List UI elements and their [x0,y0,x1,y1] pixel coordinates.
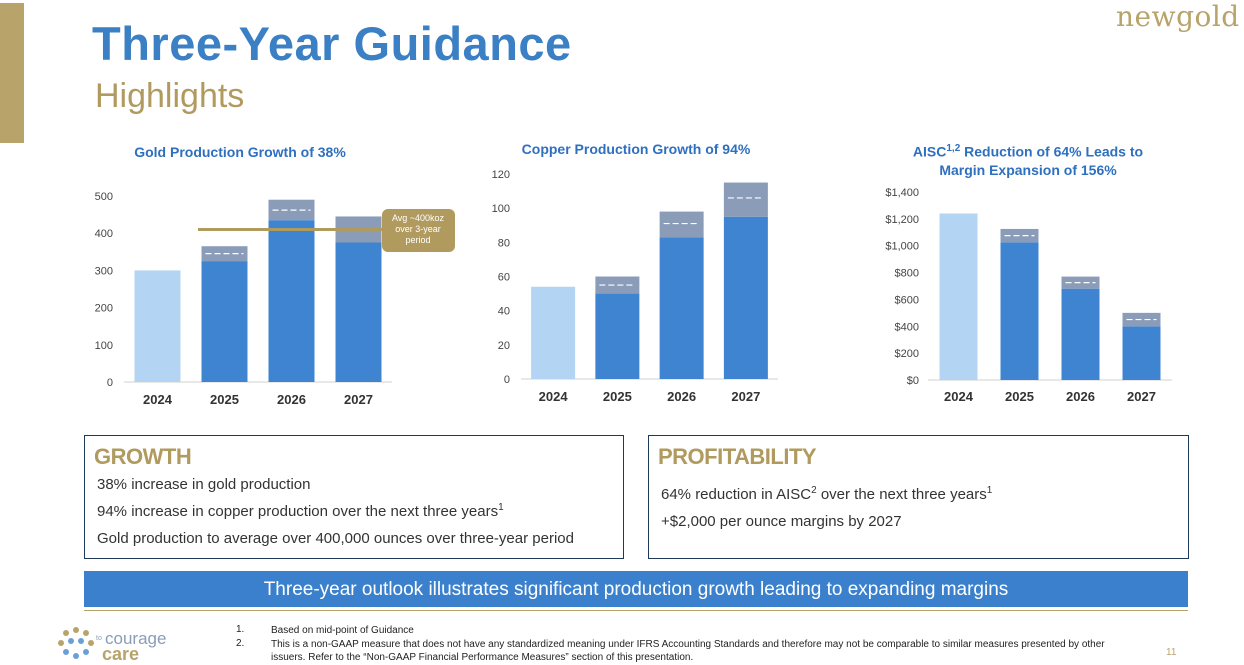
y-tick-label: 500 [95,191,113,203]
y-tick-label: $1,200 [885,214,919,226]
bar-base [268,220,315,382]
profitability-heading: PROFITABILITY [658,444,817,469]
x-tick-label: 2026 [277,392,306,407]
y-tick-label: 300 [95,265,113,277]
bar-base [1122,326,1161,380]
bar-base [531,286,576,379]
profitability-line-2: +$2,000 per ounce margins by 2027 [661,513,902,530]
banner-divider [84,610,1188,611]
average-callout-label: over 3-year [395,224,441,234]
footnote-number: 1. [236,624,245,635]
newgold-logo: newgold [1116,0,1240,33]
y-tick-label: 200 [95,303,113,315]
bar-range [659,211,704,238]
bar-base [201,261,248,382]
y-tick-label: 0 [504,374,510,386]
bar-base [595,293,640,379]
growth-line-3: Gold production to average over 400,000 … [97,530,574,547]
aisc-chart-title: AISC1,2 Reduction of 64% Leads to Margin… [912,143,1144,178]
growth-line-1: 38% increase in gold production [97,476,311,493]
profitability-box: PROFITABILITY 64% reduction in AISC2 ove… [648,435,1189,559]
y-tick-label: $600 [895,294,919,306]
bar-base [939,213,978,380]
bar-base [1000,242,1039,380]
accent-bar [0,3,24,143]
y-tick-label: $200 [895,348,919,360]
footnote-number: 2. [236,638,245,649]
page-subtitle: Highlights [95,77,245,115]
x-tick-label: 2027 [731,389,760,404]
bar-range [723,182,768,217]
y-tick-label: $800 [895,268,919,280]
x-tick-label: 2024 [539,389,569,404]
gold-chart-title: Gold Production Growth of 38% [134,144,346,160]
y-tick-label: $0 [907,375,919,387]
y-tick-label: 0 [107,377,113,389]
average-callout-label: Avg ~400koz [392,213,445,223]
svg-text:to: to [96,635,102,642]
y-tick-label: 80 [498,237,510,249]
svg-text:courage: courage [105,629,166,648]
page-number: 11 [1166,647,1177,658]
bar-base [1061,288,1100,380]
footnote-text: This is a non-GAAP measure that does not… [271,639,1105,663]
svg-text:care: care [102,644,139,664]
y-tick-label: 120 [492,169,510,181]
growth-box: GROWTH 38% increase in gold production 9… [84,435,624,559]
y-tick-label: 100 [95,340,113,352]
x-tick-label: 2024 [143,392,173,407]
copper-chart-title: Copper Production Growth of 94% [521,141,751,157]
x-tick-label: 2025 [1005,389,1034,404]
y-tick-label: $1,000 [885,241,919,253]
bar-base [335,242,382,382]
growth-line-2: 94% increase in copper production over t… [97,502,504,520]
growth-heading: GROWTH [94,444,192,469]
y-tick-label: 100 [492,203,510,215]
x-tick-label: 2027 [1127,389,1156,404]
x-tick-label: 2027 [344,392,373,407]
y-tick-label: $400 [895,321,919,333]
average-callout-label: period [405,235,430,245]
y-tick-label: 40 [498,306,510,318]
outlook-banner: Three-year outlook illustrates significa… [84,571,1188,607]
average-callout [382,209,455,252]
y-tick-label: 60 [498,272,510,284]
x-tick-label: 2026 [667,389,696,404]
profitability-line-1: 64% reduction in AISC2 over the next thr… [661,485,993,503]
bar-base [659,237,704,379]
y-tick-label: 20 [498,340,510,352]
x-tick-label: 2024 [944,389,974,404]
bar-base [723,216,768,379]
y-tick-label: 400 [95,228,113,240]
x-tick-label: 2025 [210,392,239,407]
y-tick-label: $1,400 [885,187,919,199]
bar-base [134,270,181,382]
footnote-text: Based on mid-point of Guidance [271,625,414,636]
x-tick-label: 2025 [603,389,632,404]
courage-to-care-logo: to courage care [58,627,166,664]
x-tick-label: 2026 [1066,389,1095,404]
page-title: Three-Year Guidance [92,17,572,70]
